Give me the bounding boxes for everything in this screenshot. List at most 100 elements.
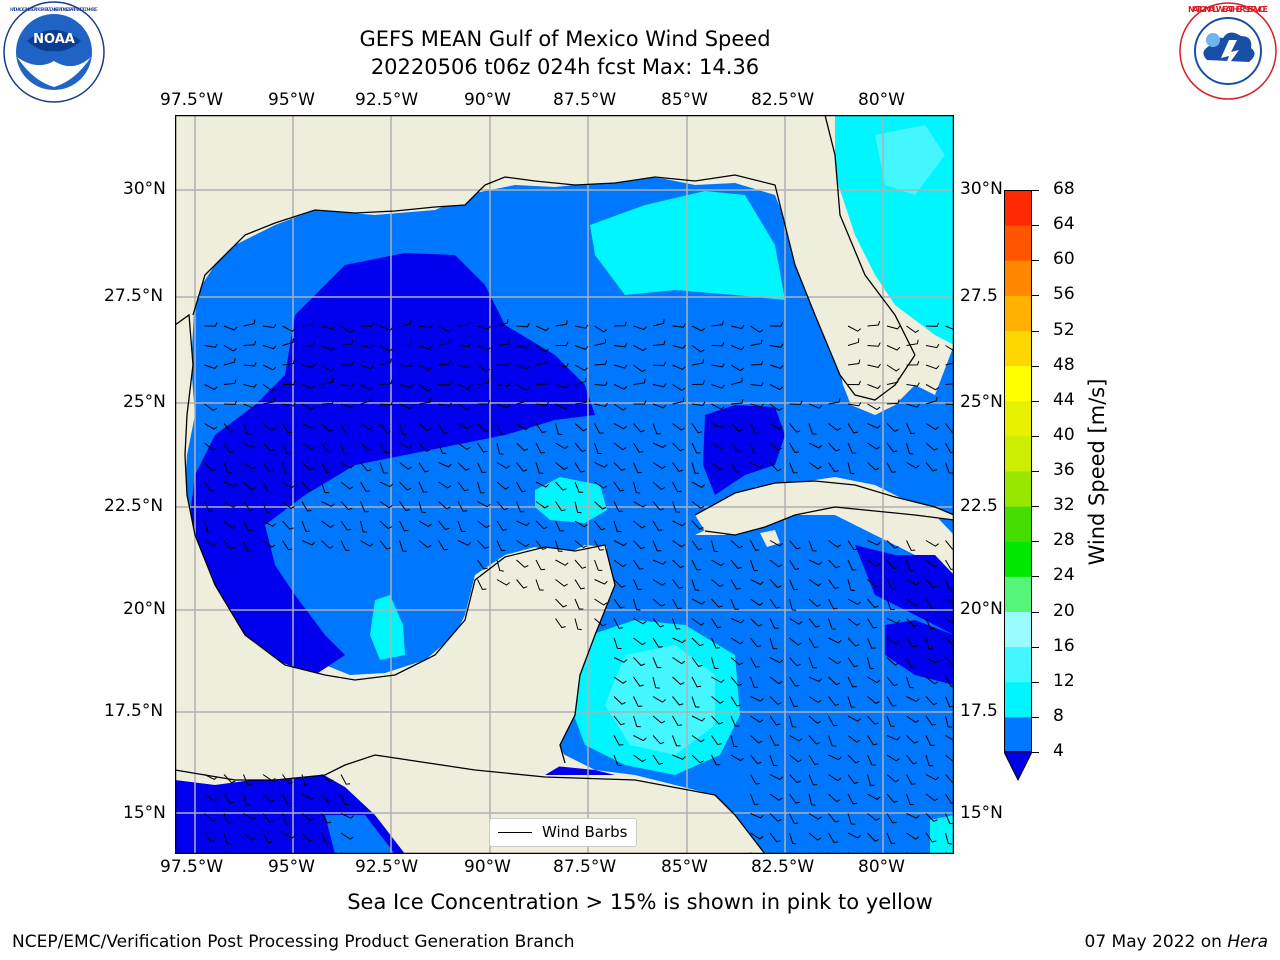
wind-barb [321,442,332,453]
wind-barb [945,813,954,825]
wind-barb [711,754,721,766]
wind-barb [945,423,954,433]
wind-barb [516,540,530,548]
wind-barb [789,559,800,570]
wind-barb [243,540,252,552]
wind-barb [925,676,939,685]
wind-barb [301,832,314,842]
wind-barb [886,774,900,783]
wind-barb [379,345,393,352]
wind-barb [457,342,472,348]
wind-barb [730,579,741,590]
wind-barb [613,540,628,547]
wind-barb [574,377,587,385]
machine-name: Hera [1227,932,1268,952]
wind-barb [945,383,954,385]
wind-barb [262,423,276,431]
wind-barb [633,345,647,352]
wind-barb [301,462,314,471]
wind-barb [711,442,725,450]
wind-barb [516,559,529,568]
breeze-region-center [535,477,607,523]
wind-barb [750,540,760,551]
colorbar-tick-label: 20 [1053,600,1075,621]
wind-barb [223,501,237,509]
wind-barb [711,637,721,649]
wind-barb [711,735,722,746]
wind-barb [516,501,525,513]
wind-barb [847,338,860,346]
wind-barb [418,540,432,549]
wind-barb [867,832,879,842]
wind-barb [594,598,608,606]
wind-barb [574,540,588,549]
nws-ring-text: NATIONAL WEATHER SERVICE [1188,5,1268,14]
wind-barb [847,676,857,688]
wind-barb [906,715,920,724]
wind-barb [555,403,569,410]
wind-barb [477,579,487,590]
wind-barb [750,637,762,648]
wind-barb [886,813,897,824]
wind-barb [243,813,257,820]
colorbar-under-triangle [1004,752,1032,782]
wind-barb [574,345,589,350]
wind-barb [925,423,939,431]
lat-tick-label: 25°N [123,392,166,412]
breeze-region-pacific-se [930,815,954,854]
wind-barb [399,362,413,367]
wind-barb [321,364,335,372]
wind-barb [496,481,510,490]
wind-barb [730,423,743,432]
wind-barb [906,559,914,572]
wind-barb [672,462,684,472]
wind-barb [711,696,724,704]
wind-barb [769,579,782,589]
colorbar-tick [1032,716,1039,718]
wind-barb [789,579,798,591]
ocean-pacific-4 [325,815,395,854]
wind-barb [789,754,802,763]
wind-barb [457,403,471,411]
wind-barb [535,345,549,353]
wind-barb [594,423,604,434]
wind-barb [867,637,876,649]
wind-barb [789,715,797,728]
wind-barb [652,481,665,491]
ocean-caribbean [570,535,954,854]
wind-barb [535,442,545,454]
wind-barb [847,402,862,407]
wind-barb [574,520,588,528]
wind-barb [516,344,530,349]
wind-barb [594,381,608,386]
wind-barb [282,402,296,407]
colorbar-tick [1032,225,1039,227]
wind-barb [262,345,277,350]
wind-barb [828,579,839,589]
wind-barb [808,618,820,628]
wind-barb [496,382,511,387]
wind-barb [594,402,608,408]
wind-barb [379,358,392,366]
wind-barb [711,363,725,368]
wind-barb [789,696,799,708]
lon-tick-label: 87.5°W [553,857,617,877]
wind-barb [594,540,604,551]
wind-barb [223,813,233,824]
wind-barb [457,321,471,327]
wind-barb [574,364,589,372]
wind-barb [301,540,316,546]
lat-tick-label: 17.5 [960,701,998,721]
wind-barb [691,359,705,366]
wind-barb [633,423,645,433]
wind-barb [262,813,274,823]
wind-barb [204,832,216,843]
wind-barb [691,442,701,454]
wind-barb [633,696,643,707]
wind-barb [223,379,237,385]
wind-barb [925,715,937,726]
wind-barb [769,384,784,391]
wind-barb [613,696,626,705]
wind-barb [340,382,355,387]
date-text: 07 May 2022 on [1084,932,1228,952]
